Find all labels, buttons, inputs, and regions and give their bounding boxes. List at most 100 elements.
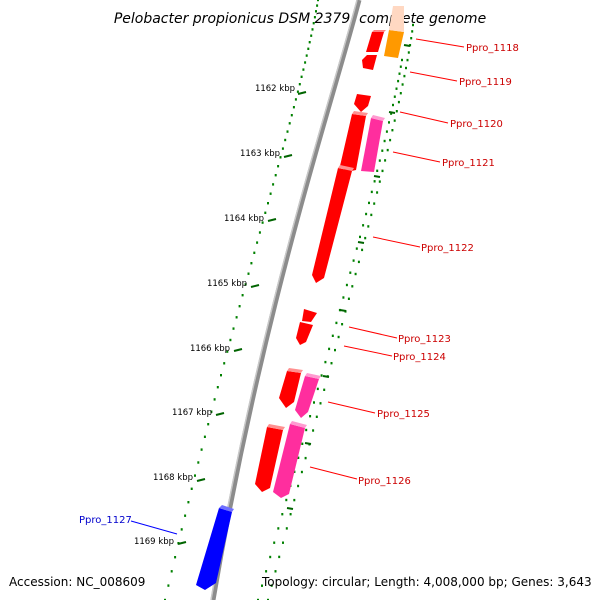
gene-ppro-1119-arrow[interactable] (362, 55, 377, 70)
feature-tick (286, 507, 294, 510)
track-dot (406, 58, 409, 62)
gene-label[interactable]: Ppro_1120 (450, 119, 503, 130)
ruler-dot (203, 435, 206, 438)
gene-ppro-1121-arrow[interactable] (340, 114, 366, 172)
track-dot (257, 598, 259, 600)
ruler-dot (167, 584, 170, 587)
track-dot (412, 23, 414, 27)
ruler-dot (308, 41, 311, 44)
feature-tick (388, 111, 396, 114)
ruler-dot (286, 130, 289, 133)
ruler-dot (235, 316, 238, 319)
track-dot (265, 570, 268, 573)
track-dot (365, 212, 368, 216)
track-dot (376, 169, 379, 172)
ruler-dot (261, 221, 264, 224)
ruler-dot (302, 68, 305, 71)
track-dot (376, 191, 379, 194)
track-dot (370, 190, 373, 194)
gene-label[interactable]: Ppro_1121 (442, 158, 495, 169)
gene-label[interactable]: Ppro_1122 (421, 243, 474, 254)
track-dot (267, 598, 269, 600)
track-dot (305, 428, 308, 432)
track-dot (352, 259, 355, 262)
gene-ppro-1126a-arrow[interactable] (255, 427, 283, 492)
ruler-dot (307, 47, 310, 50)
track-dot (399, 65, 402, 68)
leader-line-ppro-1125 (327, 401, 376, 414)
track-dot (273, 541, 276, 544)
track-dot (261, 584, 263, 587)
gene-label[interactable]: Ppro_1118 (466, 43, 519, 54)
track-dot (405, 66, 407, 70)
gene-label[interactable]: Ppro_1123 (398, 334, 451, 345)
track-dot (319, 402, 322, 405)
gene-label[interactable]: Ppro_1127 (79, 515, 132, 526)
ruler-dot (190, 487, 193, 490)
gene-ppro-1121-pink-top (371, 115, 385, 121)
gene-ppro-1122-arrow[interactable] (312, 168, 352, 283)
gene-ppro-1120-arrow[interactable] (354, 94, 371, 112)
ruler-dot (310, 34, 313, 37)
feature-tick (304, 442, 312, 445)
track-dot (297, 456, 300, 459)
gene-ppro-1123-arrow[interactable] (302, 309, 317, 322)
kbp-label: 1168 kbp (153, 473, 193, 483)
track-dot (370, 213, 373, 217)
gene-ppro-1118-peach[interactable] (389, 6, 404, 32)
kbp-ruler: 1162 kbp 1163 kbp 1164 kbp 1165 kbp 1166… (134, 84, 307, 547)
ruler-dot (232, 327, 235, 330)
ruler-dot (210, 410, 213, 413)
track-dot (381, 169, 384, 173)
genome-summary-label: Topology: circular; Length: 4,008,000 bp… (262, 575, 592, 589)
track-dot (378, 180, 381, 183)
track-dot (395, 110, 398, 113)
gene-ppro-1121-pink[interactable] (361, 118, 383, 172)
gene-label[interactable]: Ppro_1126 (358, 476, 411, 487)
track-dot (351, 285, 354, 288)
ruler-dot (174, 556, 177, 559)
gene-ppro-1124-arrow[interactable] (296, 322, 313, 345)
track-dot (297, 484, 300, 488)
gene-label[interactable]: Ppro_1125 (377, 409, 430, 420)
ruler-dot (207, 423, 210, 426)
kbp-tick-mark (196, 478, 206, 482)
track-dot (359, 235, 361, 239)
leader-line-ppro-1119 (409, 71, 458, 82)
track-dot (381, 149, 384, 152)
ruler-dot (317, 0, 319, 2)
track-dot (378, 159, 381, 162)
track-dot (403, 74, 406, 78)
gene-ppro-1125-pink[interactable] (295, 376, 319, 418)
ruler-dot (312, 22, 315, 25)
track-dot (337, 335, 340, 339)
outer-ruler-dots (164, 0, 319, 600)
gene-ppro-1127-arrow[interactable] (196, 508, 232, 590)
ruler-dot (315, 10, 317, 13)
gene-label[interactable]: Ppro_1124 (393, 352, 446, 363)
track-dot (386, 148, 389, 152)
gene-ppro-1126-pink[interactable] (273, 424, 305, 498)
feature-tick (322, 375, 330, 378)
ruler-dot (220, 374, 222, 377)
map-title: Pelobacter propionicus DSM 2379, complet… (114, 11, 486, 27)
track-dot (323, 388, 326, 391)
ruler-dot (223, 362, 226, 365)
ruler-dot (241, 294, 244, 297)
gene-ppro-1125a-arrow[interactable] (279, 371, 301, 408)
track-dot (328, 347, 331, 351)
track-dot (285, 498, 288, 502)
gene-label[interactable]: Ppro_1119 (459, 77, 512, 88)
track-dot (367, 225, 370, 228)
track-dot (397, 100, 400, 104)
track-dot (269, 555, 272, 559)
track-dot (373, 202, 376, 205)
gene-ppro-1118-orange[interactable] (384, 30, 404, 58)
track-dot (281, 513, 284, 516)
gene-ppro-1118-arrow[interactable] (366, 32, 384, 52)
kbp-label: 1169 kbp (134, 537, 174, 547)
kbp-label: 1162 kbp (255, 84, 295, 94)
track-dot (338, 308, 341, 312)
